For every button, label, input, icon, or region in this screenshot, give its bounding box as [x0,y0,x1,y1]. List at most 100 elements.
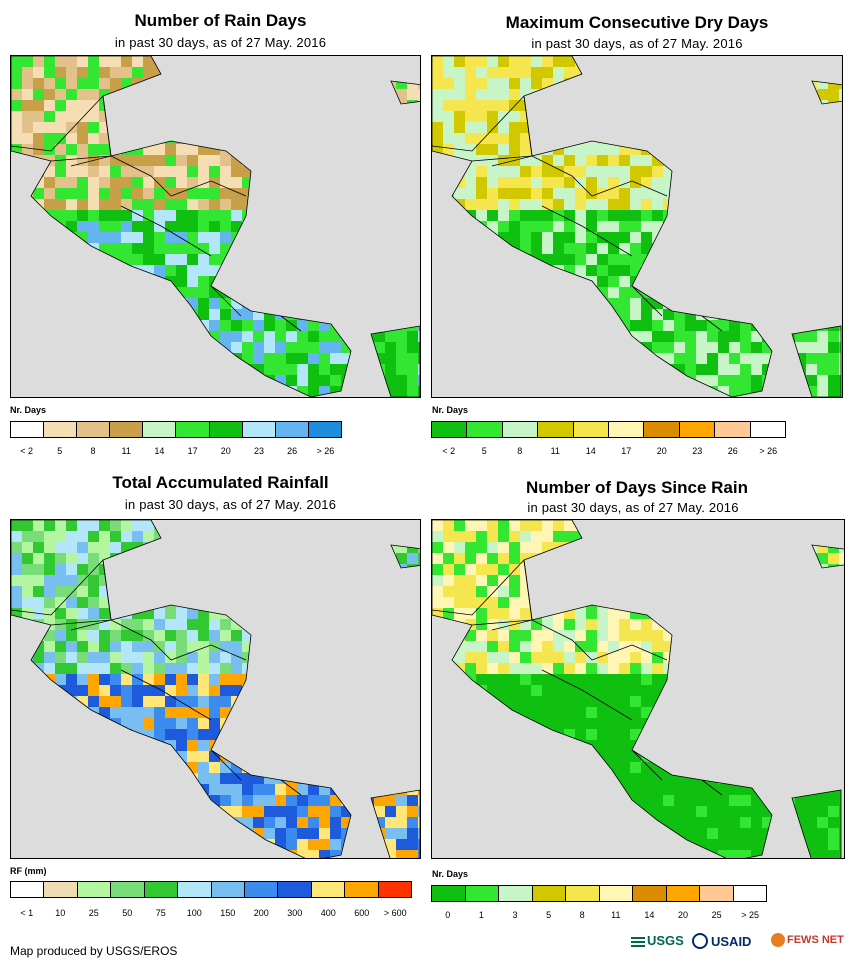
grid-cell [11,784,22,795]
grid-cell [198,342,209,353]
grid-cell [121,839,132,850]
grid-cell [707,729,718,740]
grid-cell [385,144,396,155]
grid-cell [341,608,352,619]
legend-tick-label: 5 [481,446,487,456]
grid-cell [330,287,341,298]
grid-cell [641,177,652,188]
grid-cell [209,276,220,287]
grid-cell [597,751,608,762]
grid-cell [773,298,784,309]
grid-cell [817,751,828,762]
fewsnet-logo[interactable]: FEWS NET [771,933,844,947]
grid-cell [630,364,641,375]
grid-cell [597,740,608,751]
grid-cell [99,806,110,817]
grid-cell [641,531,652,542]
grid-cell [77,619,88,630]
grid-cell [385,762,396,773]
grid-cell [275,210,286,221]
grid-cell [319,718,330,729]
grid-cell [806,795,817,806]
grid-cell [242,718,253,729]
grid-cell [231,155,242,166]
grid-cell [77,100,88,111]
grid-cell [220,309,231,320]
grid-cell [520,806,531,817]
grid-cell [330,276,341,287]
grid-cell [740,685,751,696]
grid-cell [531,188,542,199]
grid-cell [374,652,385,663]
grid-cell [531,342,542,353]
grid-cell [11,89,22,100]
grid-cell [418,751,420,762]
grid-cell [718,828,729,839]
grid-cell [319,265,330,276]
grid-cell [432,564,443,575]
grid-cell [773,564,784,575]
grid-cell [88,850,99,858]
grid-cell [308,56,319,67]
grid-cell [374,663,385,674]
grid-cell [443,100,454,111]
grid-cell [121,685,132,696]
grid-cell [77,674,88,685]
grid-cell [22,520,33,531]
grid-cell [176,608,187,619]
grid-cell [363,828,374,839]
grid-cell [597,575,608,586]
grid-cell [454,276,465,287]
grid-cell [132,133,143,144]
grid-cell [286,78,297,89]
grid-cell [674,232,685,243]
grid-cell [751,89,762,100]
grid-cell [308,287,319,298]
grid-cell [253,254,264,265]
grid-cell [597,553,608,564]
grid-cell [385,740,396,751]
grid-cell [110,243,121,254]
legend-swatch [308,422,341,437]
grid-cell [99,740,110,751]
grid-cell [795,806,806,817]
grid-cell [99,795,110,806]
grid-cell [762,641,773,652]
grid-cell [165,531,176,542]
grid-cell [641,188,652,199]
grid-cell [121,542,132,553]
grid-cell [363,564,374,575]
grid-cell [154,542,165,553]
grid-cell [454,817,465,828]
grid-cell [696,696,707,707]
usaid-logo[interactable]: USAID [692,933,751,949]
grid-cell [165,630,176,641]
grid-cell [575,674,586,685]
grid-cell [110,89,121,100]
grid-cell [209,100,220,111]
grid-cell [209,586,220,597]
grid-cell [828,553,839,564]
grid-cell [286,641,297,652]
grid-cell [187,221,198,232]
legend-tick-label: 0 [445,910,451,920]
grid-cell [553,276,564,287]
grid-cell [817,144,828,155]
grid-cell [110,608,121,619]
grid-cell [165,795,176,806]
grid-cell [209,762,220,773]
grid-cell [531,586,542,597]
grid-cell [828,144,839,155]
grid-cell [352,243,363,254]
usgs-logo[interactable]: USGS [631,933,684,948]
grid-cell [44,177,55,188]
grid-cell [806,353,817,364]
grid-cell [88,375,99,386]
grid-cell [696,608,707,619]
grid-cell [176,375,187,386]
grid-cell [407,199,418,210]
grid-cell [154,177,165,188]
grid-cell [839,221,842,232]
legend-swatch [275,422,309,437]
grid-cell [531,718,542,729]
